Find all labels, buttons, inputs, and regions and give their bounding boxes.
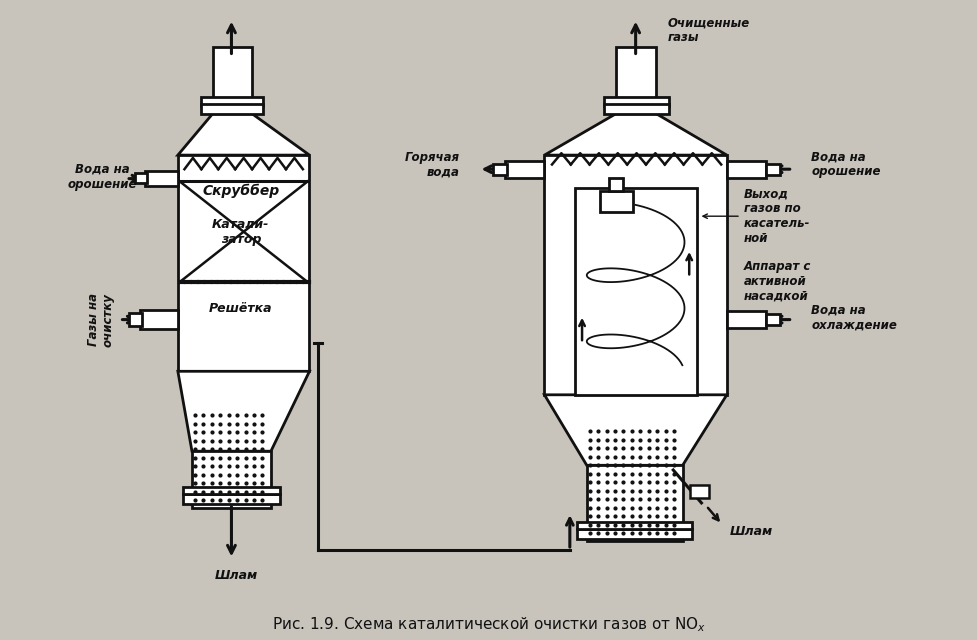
Bar: [201, 104, 263, 114]
Bar: [576, 522, 692, 529]
Bar: [603, 97, 668, 106]
Polygon shape: [544, 395, 726, 465]
Text: Вода на
орошение: Вода на орошение: [67, 163, 138, 191]
Text: Очищенные
газы: Очищенные газы: [667, 16, 749, 44]
Text: Шлам: Шлам: [729, 525, 772, 538]
Text: Катали-
затор: Катали- затор: [212, 218, 270, 246]
Text: Горячая
вода: Горячая вода: [404, 150, 459, 179]
Text: Выход
газов по
касатель-
ной: Выход газов по касатель- ной: [743, 187, 809, 245]
Bar: [576, 529, 692, 539]
Text: Вода на
охлаждение: Вода на охлаждение: [811, 304, 896, 332]
Bar: [504, 161, 544, 178]
Text: Аппарат с
активной
насадкой: Аппарат с активной насадкой: [743, 260, 810, 303]
Bar: [573, 188, 696, 395]
Bar: [201, 97, 263, 106]
Text: Рис. 1.9. Схема каталитической очистки газов от NO$_x$: Рис. 1.9. Схема каталитической очистки г…: [272, 615, 705, 634]
Bar: [690, 485, 708, 498]
Text: Шлам: Шлам: [214, 569, 258, 582]
Polygon shape: [178, 371, 309, 451]
Bar: [212, 47, 252, 99]
Bar: [183, 495, 280, 504]
Bar: [726, 311, 766, 328]
Bar: [603, 104, 668, 114]
Bar: [616, 47, 656, 99]
Bar: [766, 314, 780, 325]
Bar: [609, 178, 622, 191]
Bar: [129, 313, 142, 326]
Bar: [178, 155, 309, 371]
Text: Газы на
очистку: Газы на очистку: [87, 292, 114, 346]
Bar: [544, 155, 726, 395]
Bar: [726, 161, 766, 178]
Bar: [145, 171, 178, 186]
Bar: [135, 173, 147, 183]
Text: Решётка: Решётка: [209, 302, 273, 315]
Bar: [492, 164, 506, 175]
Bar: [599, 191, 632, 211]
Bar: [191, 451, 271, 508]
Bar: [766, 164, 780, 175]
Polygon shape: [544, 114, 726, 155]
Text: Вода на
орошение: Вода на орошение: [811, 150, 880, 179]
Polygon shape: [178, 114, 309, 155]
Bar: [183, 487, 280, 495]
Bar: [586, 465, 682, 541]
Text: Скруббер: Скруббер: [202, 184, 279, 198]
Bar: [140, 310, 178, 329]
